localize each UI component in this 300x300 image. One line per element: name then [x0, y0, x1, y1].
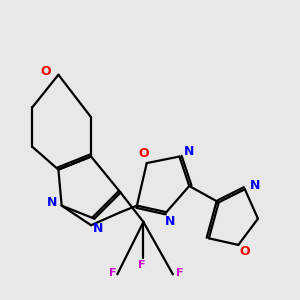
Text: N: N — [92, 222, 103, 235]
Text: N: N — [164, 215, 175, 229]
Text: N: N — [47, 196, 57, 209]
Text: N: N — [184, 145, 194, 158]
Text: O: O — [40, 65, 51, 78]
Text: F: F — [176, 268, 183, 278]
Text: N: N — [250, 179, 260, 193]
Text: O: O — [138, 147, 149, 160]
Text: O: O — [240, 245, 250, 258]
Text: F: F — [109, 268, 116, 278]
Text: F: F — [138, 260, 146, 269]
